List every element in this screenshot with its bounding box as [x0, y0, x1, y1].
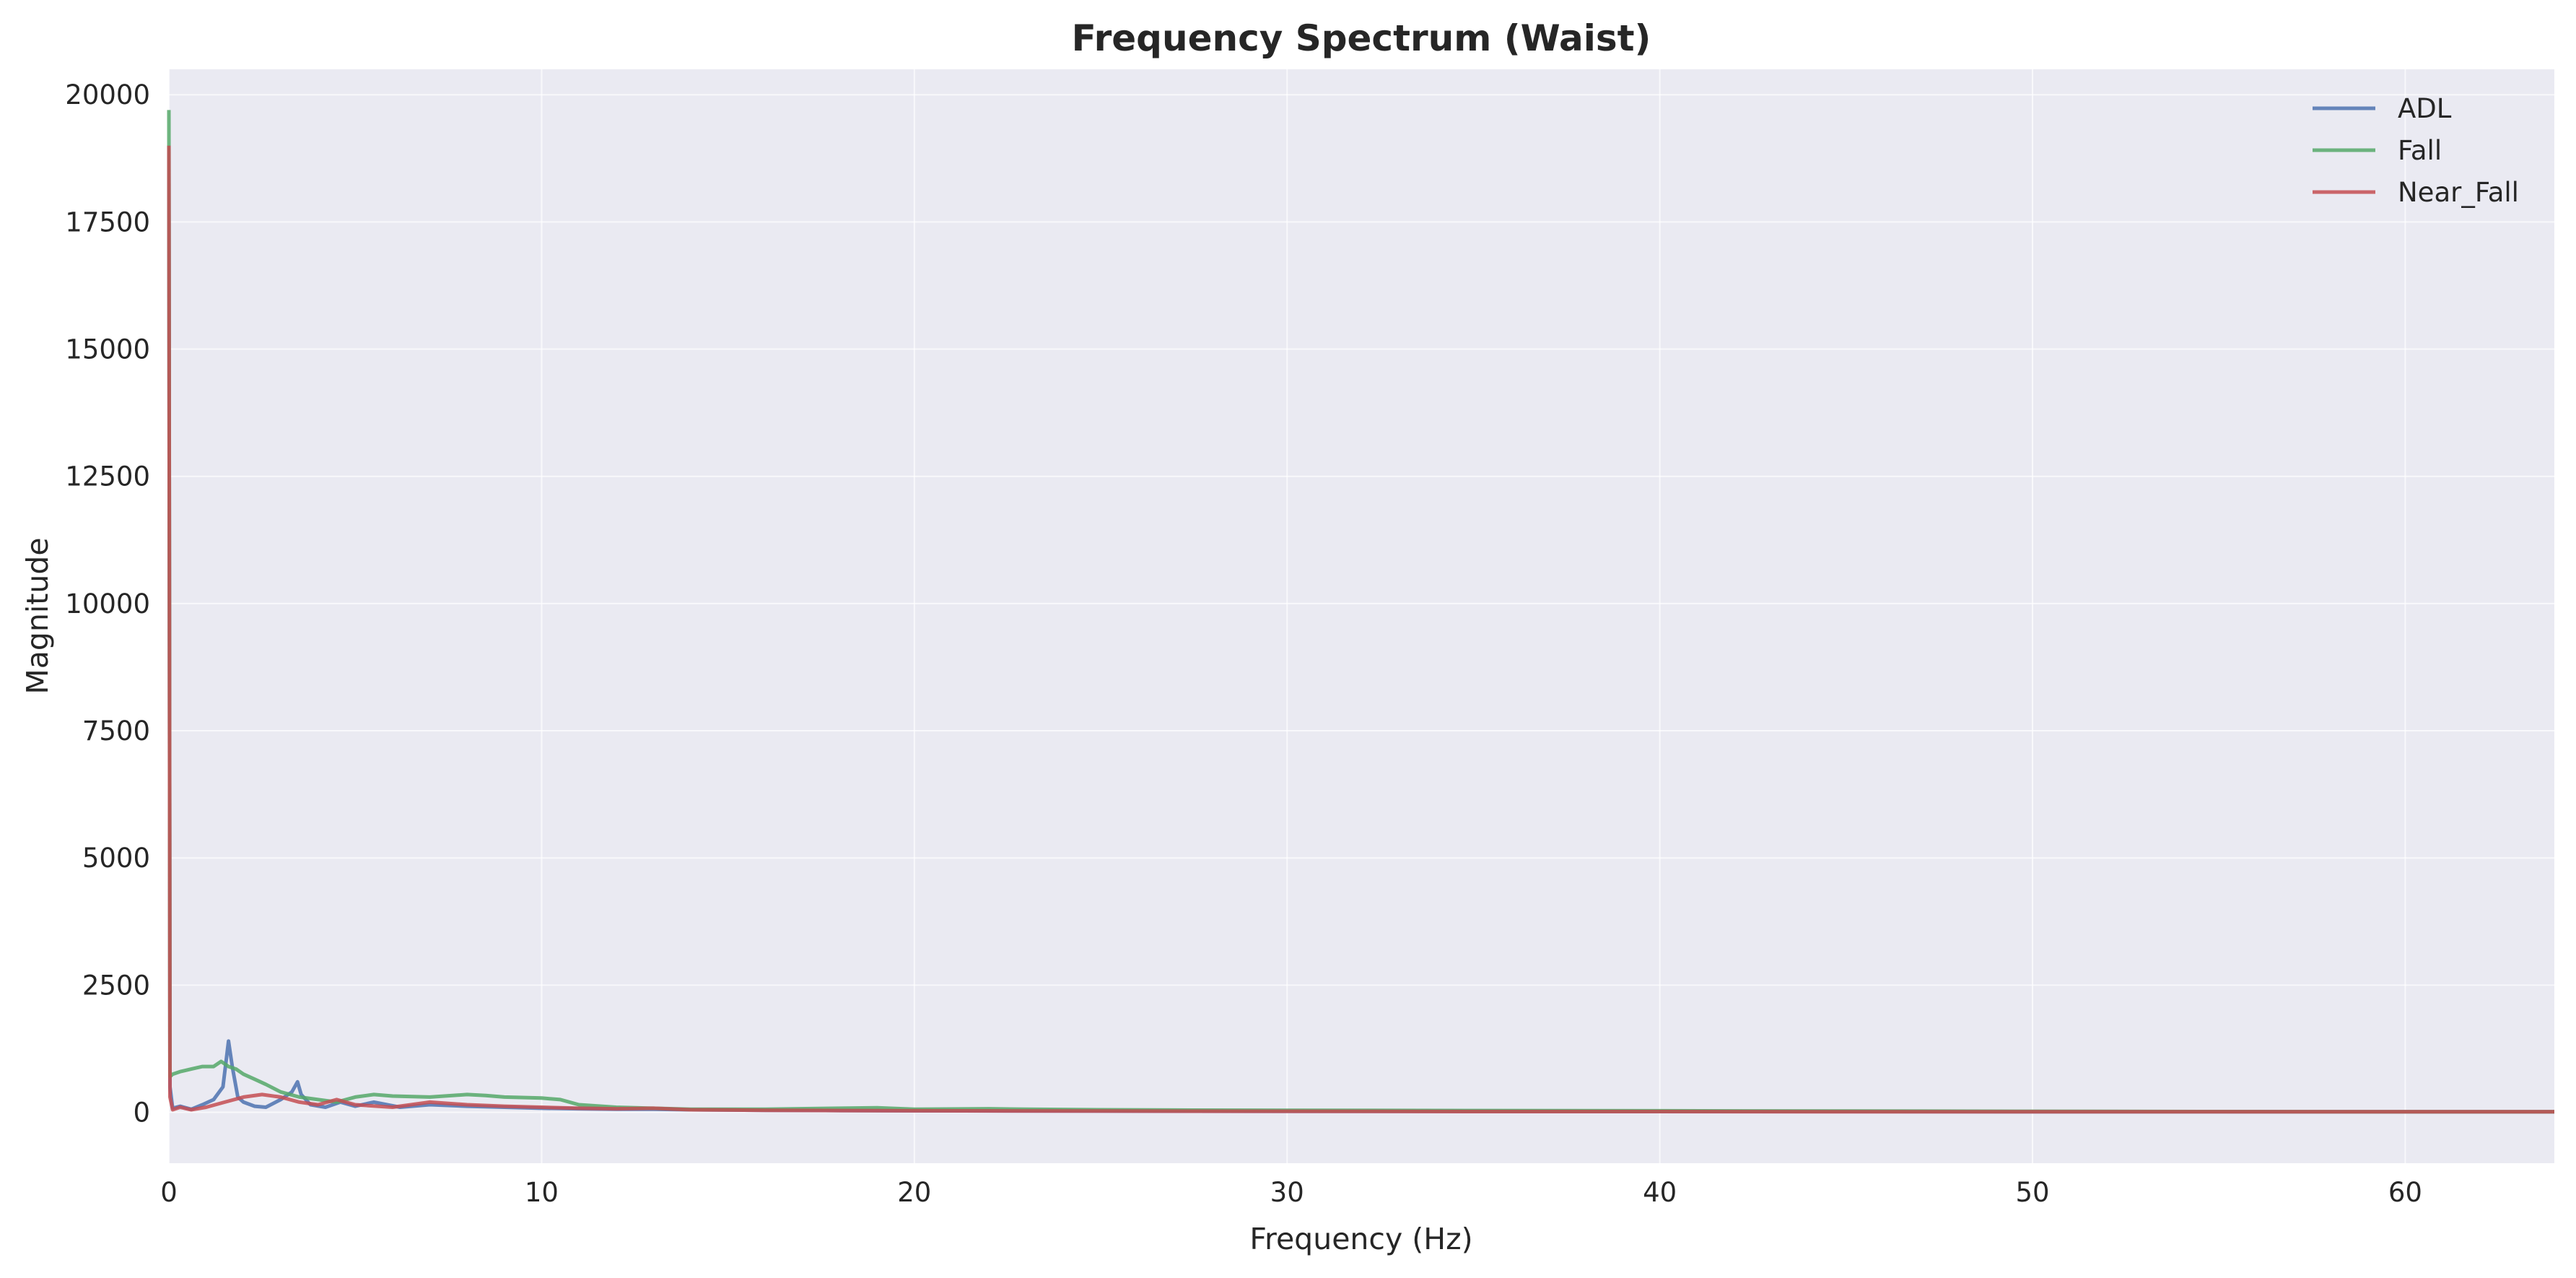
y-tick-label: 17500	[65, 207, 150, 238]
x-tick-label: 10	[525, 1177, 559, 1208]
ticks-group: 0 10 20 30 40 50 60 0 2500 5000 7500 10000 12500 1500…	[65, 79, 2422, 1208]
x-tick-label: 40	[1643, 1177, 1677, 1208]
legend-label: Near_Fall	[2398, 177, 2519, 208]
y-tick-label: 12500	[65, 461, 150, 492]
x-tick-label: 0	[160, 1177, 178, 1208]
x-tick-label: 20	[897, 1177, 931, 1208]
y-tick-label: 0	[133, 1097, 150, 1129]
x-axis-label: Frequency (Hz)	[1249, 1222, 1472, 1256]
y-axis-label: Magnitude	[20, 537, 55, 694]
legend-label: Fall	[2398, 135, 2442, 166]
y-tick-label: 20000	[65, 79, 150, 110]
grid	[168, 69, 2554, 1163]
y-tick-label: 7500	[82, 716, 150, 747]
legend-label: ADL	[2398, 93, 2452, 124]
y-tick-label: 10000	[65, 588, 150, 620]
x-tick-label: 60	[2388, 1177, 2422, 1208]
chart-title: Frequency Spectrum (Waist)	[1072, 17, 1651, 59]
legend: ADL Fall Near_Fall	[2313, 93, 2519, 208]
plot-background	[169, 69, 2554, 1163]
y-tick-label: 2500	[82, 970, 150, 1001]
y-tick-label: 5000	[82, 843, 150, 874]
series-line-near-fall	[167, 145, 2554, 1114]
series-group	[167, 110, 2554, 1114]
x-tick-label: 30	[1270, 1177, 1304, 1208]
x-tick-label: 50	[2015, 1177, 2049, 1208]
y-tick-label: 15000	[65, 334, 150, 365]
